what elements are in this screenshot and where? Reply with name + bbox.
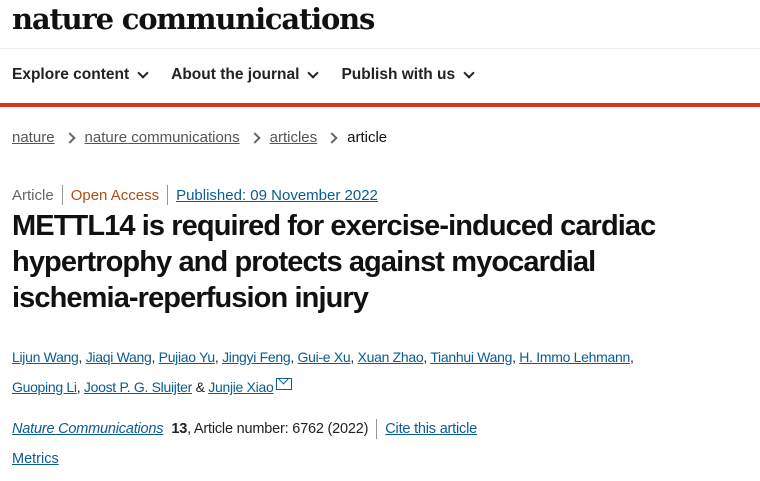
accent-bar bbox=[0, 103, 760, 107]
sep: , bbox=[512, 349, 520, 365]
author-link[interactable]: Joost P. G. Sluijter bbox=[83, 379, 193, 395]
sep: , bbox=[76, 379, 84, 395]
volume: 13 bbox=[171, 421, 188, 437]
nav-label: Explore content bbox=[12, 66, 130, 83]
divider bbox=[61, 185, 63, 205]
cite-this-article-link[interactable]: Cite this article bbox=[385, 421, 477, 437]
chevron-down-icon bbox=[307, 66, 320, 79]
sep: , bbox=[214, 349, 223, 365]
breadcrumb-nature[interactable]: nature bbox=[12, 129, 55, 146]
journal-name: Nature Communications bbox=[12, 421, 164, 437]
author-link[interactable]: H. Immo Lehmann bbox=[519, 349, 630, 365]
chevron-down-icon bbox=[137, 66, 149, 79]
sep: , bbox=[78, 349, 86, 365]
article-title: METTL14 is required for exercise-induced… bbox=[12, 210, 656, 314]
chevron-right-icon bbox=[326, 131, 338, 144]
author-list: Lijun Wang, Jiaqi Wang, Pujiao Yu, Jingy… bbox=[12, 342, 752, 402]
nav-label: About the journal bbox=[171, 66, 300, 83]
nav-explore-content[interactable]: Explore content bbox=[12, 66, 149, 84]
journal-link[interactable]: Nature Communications bbox=[12, 421, 171, 437]
author-link[interactable]: Junjie Xiao bbox=[208, 379, 274, 395]
author-link[interactable]: Xuan Zhao bbox=[357, 349, 424, 365]
breadcrumb-current: article bbox=[347, 129, 388, 146]
email-icon[interactable] bbox=[276, 378, 293, 390]
divider bbox=[376, 419, 378, 439]
sep: & bbox=[192, 379, 209, 395]
chevron-right-icon bbox=[248, 131, 261, 144]
nav-label: Publish with us bbox=[341, 66, 456, 83]
article-meta: Article Open Access Published: 09 Novemb… bbox=[12, 185, 378, 205]
metrics-link[interactable]: Metrics bbox=[12, 451, 59, 467]
sep: , bbox=[629, 349, 634, 365]
breadcrumb-articles[interactable]: articles bbox=[269, 129, 318, 146]
sep: , bbox=[350, 349, 358, 365]
article-number: , Article number: 6762 (2022) bbox=[187, 421, 369, 437]
chevron-down-icon bbox=[463, 66, 475, 79]
nav-about-journal[interactable]: About the journal bbox=[171, 66, 320, 84]
author-link[interactable]: Gui-e Xu bbox=[297, 349, 351, 365]
published-date-link[interactable]: Published: 09 November 2022 bbox=[176, 186, 378, 204]
author-link[interactable]: Jingyi Feng bbox=[222, 349, 291, 365]
sep: , bbox=[290, 349, 298, 365]
divider bbox=[167, 185, 169, 205]
nav-publish-with-us[interactable]: Publish with us bbox=[341, 66, 475, 84]
journal-logo[interactable]: nature communications bbox=[12, 2, 375, 36]
article-type: Article bbox=[12, 186, 54, 204]
sep: , bbox=[151, 349, 159, 365]
author-link[interactable]: Tianhui Wang bbox=[430, 349, 513, 365]
breadcrumb-nature-communications[interactable]: nature communications bbox=[84, 129, 240, 146]
open-access-badge: Open Access bbox=[70, 186, 160, 204]
author-link[interactable]: Pujiao Yu bbox=[158, 349, 216, 365]
chevron-right-icon bbox=[63, 131, 76, 144]
citation-line: Nature Communications 13 , Article numbe… bbox=[12, 419, 477, 439]
author-link[interactable]: Guoping Li bbox=[12, 379, 77, 395]
breadcrumb: nature nature communications articles ar… bbox=[12, 129, 387, 146]
sep: , bbox=[423, 349, 431, 365]
main-nav: Explore content About the journal Publis… bbox=[12, 66, 475, 84]
divider bbox=[0, 48, 760, 49]
author-link[interactable]: Lijun Wang bbox=[12, 349, 79, 365]
author-link[interactable]: Jiaqi Wang bbox=[85, 349, 152, 365]
